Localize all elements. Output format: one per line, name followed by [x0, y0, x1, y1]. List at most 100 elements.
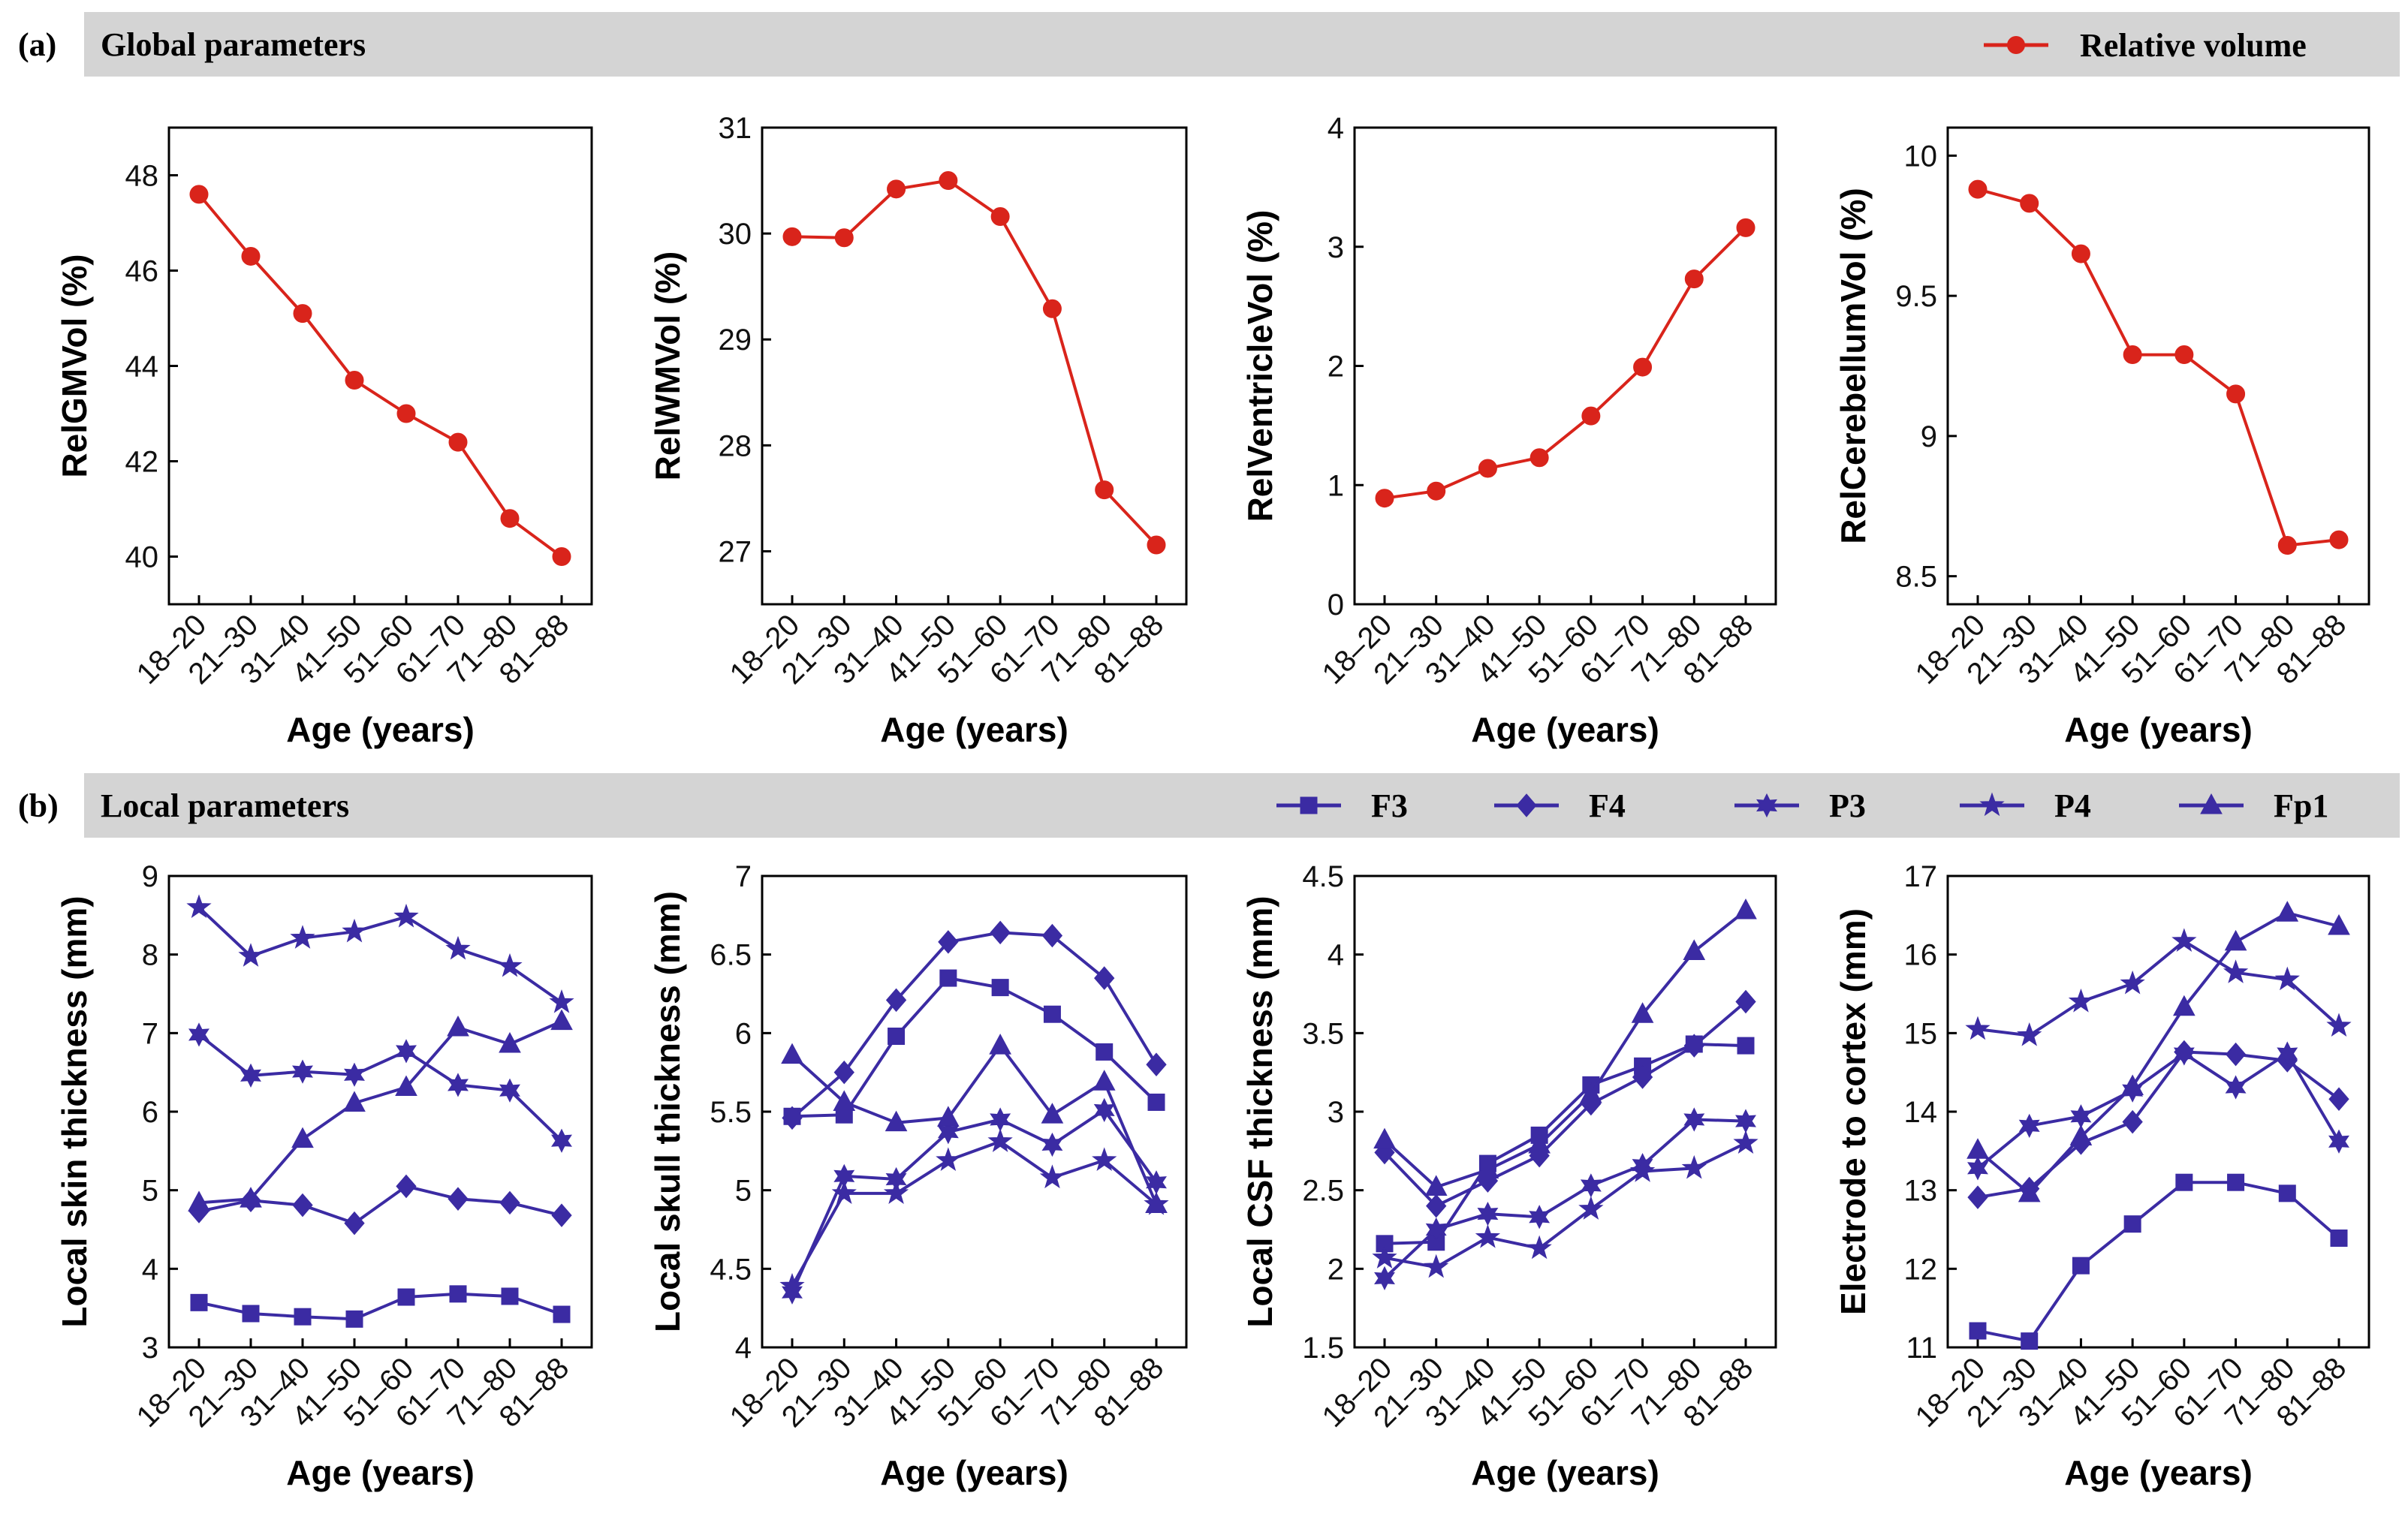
data-point	[2174, 345, 2194, 365]
y-tick-label: 10	[1904, 140, 1938, 173]
data-point	[1581, 406, 1601, 426]
data-point	[2328, 1129, 2349, 1154]
y-tick-label: 6	[142, 1096, 158, 1129]
y-axis-label: RelCerebellumVol (%)	[1834, 188, 1873, 544]
chart-6: 44.555.566.5718–2021–3031–4041–5051–6061…	[648, 860, 1188, 1492]
data-point	[1578, 1196, 1604, 1220]
data-point	[395, 1075, 417, 1097]
series-f4	[782, 920, 1167, 1130]
data-point	[501, 1287, 519, 1305]
series-f4	[188, 1174, 572, 1236]
data-point	[1965, 1016, 1991, 1040]
y-axis-label: RelWMVol (%)	[648, 251, 687, 481]
data-point	[343, 1091, 366, 1112]
data-point	[1092, 1070, 1116, 1091]
y-tick-label: 1.5	[1302, 1332, 1344, 1365]
series-line	[197, 193, 563, 558]
y-tick-label: 12	[1904, 1253, 1938, 1286]
y-tick-label: 31	[719, 112, 752, 145]
y-tick-label: 30	[719, 218, 752, 251]
data-point	[1146, 1052, 1167, 1076]
data-point	[445, 935, 471, 960]
series-line	[1384, 226, 1747, 500]
y-tick-label: 7	[735, 860, 752, 893]
data-point	[991, 979, 1009, 997]
y-tick-label: 44	[125, 351, 159, 384]
legend-fp1-label: Fp1	[2274, 787, 2328, 824]
data-point	[1968, 179, 1988, 199]
series-relative-volume	[1375, 218, 1756, 508]
data-point	[883, 1180, 909, 1205]
data-point	[989, 1034, 1011, 1055]
data-point	[1580, 1082, 1602, 1103]
data-point	[499, 1031, 521, 1053]
chart-5: 345678918–2021–3031–4041–5051–6061–7071–…	[55, 860, 593, 1492]
y-tick-label: 29	[719, 324, 752, 357]
series-line	[791, 931, 1158, 1119]
data-point	[2020, 194, 2039, 213]
y-tick-label: 2	[1328, 1253, 1344, 1286]
data-point	[2173, 1041, 2195, 1066]
data-point	[1734, 898, 1757, 920]
series-line	[198, 1019, 562, 1205]
series-line	[1976, 1052, 2340, 1169]
data-point	[2328, 1087, 2349, 1112]
y-tick-label: 0	[1328, 588, 1344, 622]
y-tick-label: 4.5	[710, 1253, 752, 1286]
data-point	[2120, 970, 2145, 995]
series-relative-volume	[782, 171, 1166, 555]
data-point	[1373, 1127, 1396, 1149]
x-axis-label: Age (years)	[2064, 710, 2253, 749]
data-point	[1424, 1175, 1448, 1196]
x-axis-label: Age (years)	[2064, 1453, 2253, 1492]
data-point	[449, 1285, 467, 1303]
data-point	[2277, 536, 2297, 555]
data-point	[1733, 1130, 1759, 1154]
y-tick-label: 8	[142, 939, 158, 972]
data-point	[242, 1305, 260, 1323]
x-axis-label: Age (years)	[1471, 1453, 1659, 1492]
data-point	[990, 207, 1010, 227]
data-point	[990, 1107, 1011, 1132]
data-point	[1580, 1173, 1602, 1198]
data-point	[939, 969, 957, 987]
data-point	[552, 547, 571, 566]
data-point	[1684, 269, 1704, 289]
section-a-letter: (a)	[18, 26, 56, 63]
data-point	[2123, 345, 2142, 365]
y-tick-label: 3.5	[1302, 1017, 1344, 1050]
chart-2: 272829303118–2021–3031–4041–5051–6061–70…	[648, 112, 1188, 749]
data-point	[1042, 299, 1062, 318]
y-tick-label: 13	[1904, 1175, 1938, 1208]
data-point	[344, 1062, 365, 1087]
legend-p4: P4	[1960, 787, 2091, 824]
data-point	[1096, 1043, 1114, 1061]
y-tick-label: 9.5	[1895, 280, 1937, 313]
data-point	[937, 1106, 960, 1127]
data-point	[2330, 1230, 2348, 1248]
plot-frame	[1353, 126, 1777, 606]
y-axis-label: RelGMVol (%)	[55, 254, 94, 477]
data-point	[1374, 1266, 1395, 1291]
legend-fp1: Fp1	[2179, 787, 2328, 824]
legend-hexagram-marker-shape	[1756, 793, 1777, 818]
y-tick-label: 6.5	[710, 939, 752, 972]
series-line	[1383, 1000, 1747, 1208]
series-line	[1977, 1181, 2340, 1343]
y-tick-label: 40	[125, 541, 159, 574]
series-line	[791, 179, 1158, 546]
series-p4	[186, 894, 574, 1013]
y-tick-label: 4	[1328, 112, 1344, 145]
section-b-band	[84, 773, 2400, 838]
data-point	[1094, 966, 1115, 990]
series-relative-volume	[1968, 179, 2349, 555]
data-point	[888, 1028, 906, 1046]
y-tick-label: 4	[1328, 939, 1344, 972]
legend-f3: F3	[1276, 787, 1408, 824]
data-point	[1735, 989, 1756, 1014]
y-tick-label: 7	[142, 1017, 158, 1050]
data-point	[1043, 1005, 1061, 1023]
data-point	[2326, 1013, 2352, 1037]
legend-f3-label: F3	[1371, 787, 1408, 824]
series-line	[1383, 909, 1747, 1189]
